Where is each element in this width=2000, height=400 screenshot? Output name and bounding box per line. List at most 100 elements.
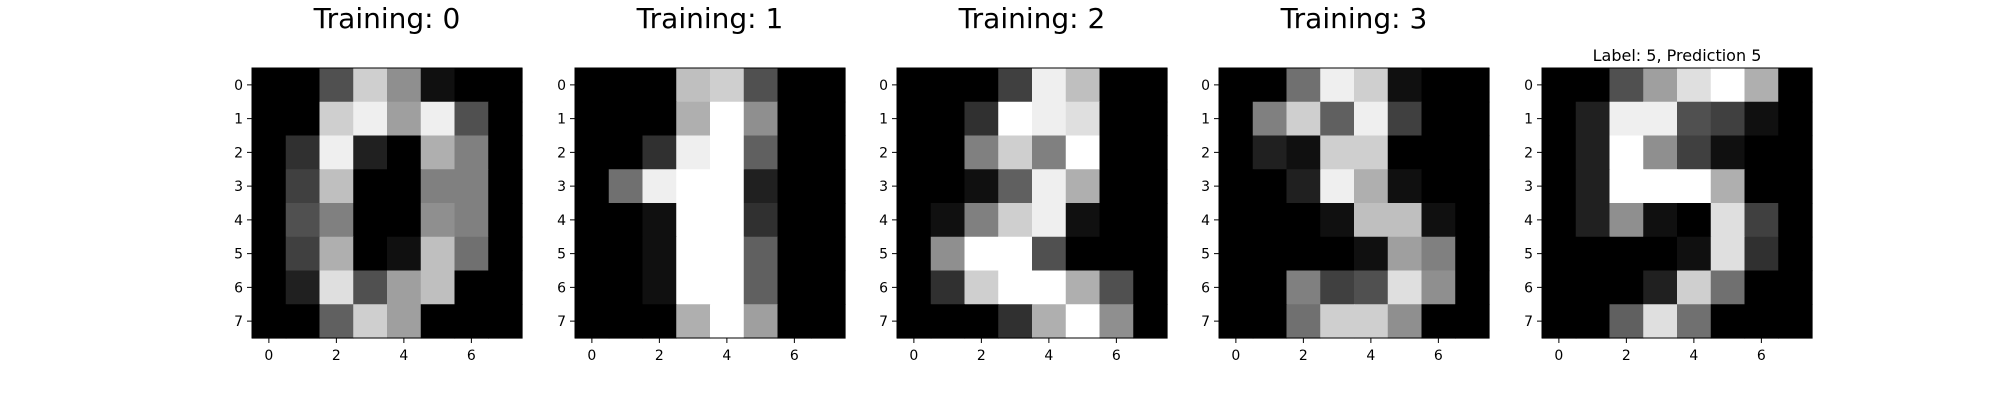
pixel-cell [1677,236,1712,272]
pixel-cell [420,101,456,137]
y-tick-label: 5 [1524,247,1533,263]
pixel-cell [1133,304,1168,339]
pixel-cell [319,270,354,305]
pixel-cell [1609,304,1644,339]
pixel-cell [1455,270,1490,305]
pixel-cell [454,304,489,339]
pixel-cell [1387,135,1423,170]
pixel-cell [1677,203,1712,238]
pixel-cell [1710,203,1746,238]
pixel-cell [964,270,999,305]
pixel-cell [1710,135,1746,170]
pixel-cell [777,68,812,103]
pixel-cell [1677,101,1712,137]
y-tick-label: 2 [1201,145,1210,161]
pixel-cell [1032,101,1067,137]
pixel-cell [1133,101,1168,137]
pixel-cell [488,304,523,339]
y-tick-label: 1 [557,112,566,128]
x-tick-label: 2 [1622,348,1631,364]
pixel-cell [743,236,779,272]
pixel-cell [811,236,846,272]
pixel-cell [1354,236,1389,272]
pixel-cell [710,135,745,170]
pixel-cell [1387,68,1423,103]
pixel-cell [1252,68,1288,103]
pixel-cell [1710,270,1746,305]
pixel-cell [710,270,745,305]
pixel-cell [998,169,1033,204]
pixel-cell [811,68,846,103]
pixel-cell [1387,169,1423,204]
pixel-cell [575,135,610,170]
pixel-cell [1219,101,1254,137]
pixel-cell [1710,101,1746,137]
pixel-cell [608,101,644,137]
axes-frame [1541,67,1813,339]
pixel-cell [488,135,523,170]
pixel-cell [387,236,422,272]
pixel-cell [488,68,523,103]
pixel-cell [1455,169,1490,204]
pixel-cell [897,135,932,170]
pixel-cell [710,101,745,137]
pixel-cell [285,270,321,305]
pixel-cell [998,270,1033,305]
pixel-cell [1609,169,1644,204]
x-tick-label: 4 [1044,348,1053,364]
pixel-cell [387,304,422,339]
pixel-cell [1286,203,1321,238]
y-tick-label: 6 [879,280,888,296]
y-tick-label: 2 [234,145,243,161]
y-tick-label: 0 [879,78,888,94]
pixel-cell [252,135,287,170]
pixel-cell [676,236,711,272]
pixel-cell [777,203,812,238]
digit-panel-4: Label: 5, Prediction 5 0 1 2 3 4 5 6 7 0 2 4 6 [1524,46,1813,364]
pixel-cell [1455,68,1490,103]
pixel-cell [743,68,779,103]
pixel-cell [811,203,846,238]
pixel-cell [1778,270,1813,305]
pixel-cell [1542,101,1577,137]
pixel-cell [420,203,456,238]
pixel-cell [1677,68,1712,103]
pixel-cell [1542,68,1577,103]
pixel-cell [1643,101,1678,137]
pixel-cell [1421,68,1456,103]
pixel-cell [575,270,610,305]
pixel-cell [1609,236,1644,272]
pixel-cell [1320,68,1355,103]
pixel-cell [387,68,422,103]
pixel-cell [998,101,1033,137]
pixel-cell [1778,101,1813,137]
pixel-cell [353,270,388,305]
pixel-cell [1609,135,1644,170]
pixel-cell [488,203,523,238]
pixel-cell [488,270,523,305]
x-tick-label: 6 [790,348,799,364]
y-tick-label: 0 [1524,78,1533,94]
pixel-cell [1744,169,1779,204]
pixel-cell [319,169,354,204]
y-tick-label: 7 [557,314,566,330]
pixel-cell [998,68,1033,103]
pixel-cell [1455,101,1490,137]
pixel-cell [1032,203,1067,238]
pixel-cell [1286,169,1321,204]
pixel-cell [1575,203,1611,238]
pixel-cell [353,68,388,103]
pixel-cell [743,203,779,238]
x-tick-label: 4 [399,348,408,364]
pixel-cell [676,135,711,170]
pixel-cell [387,135,422,170]
pixel-cell [811,270,846,305]
pixel-cell [743,169,779,204]
pixel-cell [1252,135,1288,170]
pixel-cell [319,304,354,339]
y-tick-label: 7 [234,314,243,330]
pixel-cell [1643,68,1678,103]
panel-title: Training: 0 [313,2,461,35]
pixel-cell [642,304,677,339]
pixel-cell [1099,236,1134,272]
